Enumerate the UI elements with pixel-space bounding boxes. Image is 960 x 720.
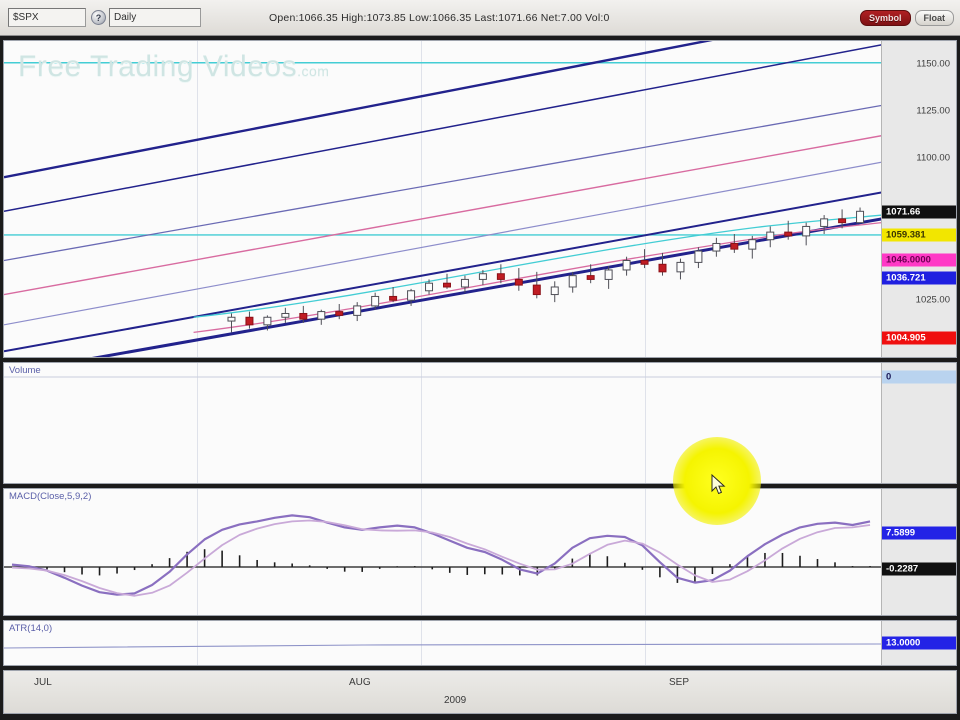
toolbar: $SPX ? Daily Open:1066.35 High:1073.85 L… xyxy=(0,0,960,36)
time-tick: SEP xyxy=(669,677,690,688)
gridline xyxy=(421,489,423,615)
macd-hist-box: -0.2287 xyxy=(882,562,956,576)
gridline xyxy=(644,363,646,483)
gridline xyxy=(644,621,646,665)
symbol-button[interactable]: Symbol xyxy=(859,9,911,26)
volume-plot[interactable]: Volume xyxy=(4,363,882,483)
last-price-box: 1071.66 xyxy=(882,205,956,219)
time-tick: JUL xyxy=(34,677,52,688)
gridline xyxy=(197,621,199,665)
macd-line-box: 7.5899 xyxy=(882,526,956,540)
macd-panel[interactable]: MACD(Close,5,9,2) 7.5899 -0.2287 xyxy=(3,488,957,616)
period-select[interactable]: Daily xyxy=(109,8,201,27)
price-scale[interactable]: 1150.00 1125.00 1100.00 1025.00 1071.66 1059.… xyxy=(881,41,956,357)
price-tick: 1150.00 xyxy=(916,58,950,70)
gridline xyxy=(197,41,199,357)
atr-panel-label: ATR(14,0) xyxy=(9,623,53,634)
gridline xyxy=(421,41,423,357)
question-circle-icon[interactable]: ? xyxy=(91,10,106,25)
price-tick: 1125.00 xyxy=(916,105,950,117)
gridline xyxy=(644,489,646,615)
ma-red-box: 1004.905 xyxy=(882,331,956,345)
gridline xyxy=(421,363,423,483)
atr-value-box: 13.0000 xyxy=(882,636,956,650)
gridline xyxy=(197,363,199,483)
macd-plot[interactable]: MACD(Close,5,9,2) xyxy=(4,489,882,615)
volume-series xyxy=(4,376,882,378)
price-tick: 1100.00 xyxy=(916,152,950,164)
time-axis[interactable]: JUL AUG SEP 2009 xyxy=(3,670,957,714)
ma-yellow-box: 1059.381 xyxy=(882,228,956,242)
quote-stats: Open:1066.35 High:1073.85 Low:1066.35 La… xyxy=(269,11,610,24)
volume-scale[interactable]: 0 xyxy=(881,363,956,483)
gridline xyxy=(197,489,199,615)
ma-blue-box: 1036.721 xyxy=(882,271,956,285)
time-tick: AUG xyxy=(349,677,371,688)
float-button[interactable]: Float xyxy=(914,9,954,26)
atr-panel[interactable]: ATR(14,0) 13.0000 xyxy=(3,620,957,666)
gridline xyxy=(644,41,646,357)
gridline xyxy=(421,621,423,665)
price-panel[interactable]: 1150.00 1125.00 1100.00 1025.00 1071.66 1059.… xyxy=(3,40,957,358)
atr-scale[interactable]: 13.0000 xyxy=(881,621,956,665)
price-plot[interactable] xyxy=(4,41,882,357)
macd-scale[interactable]: 7.5899 -0.2287 xyxy=(881,489,956,615)
ma-magenta-box: 1046.0000 xyxy=(882,253,956,267)
volume-panel[interactable]: Volume 0 xyxy=(3,362,957,484)
symbol-input[interactable]: $SPX xyxy=(8,8,86,27)
price-tick: 1025.00 xyxy=(915,294,950,306)
macd-series xyxy=(4,514,882,597)
atr-plot[interactable]: ATR(14,0) xyxy=(4,621,882,665)
time-axis-year: 2009 xyxy=(444,695,467,706)
volume-panel-label: Volume xyxy=(9,365,41,376)
macd-panel-label: MACD(Close,5,9,2) xyxy=(9,491,92,502)
atr-series xyxy=(4,643,882,649)
price-series xyxy=(4,41,882,357)
volume-value-box: 0 xyxy=(882,370,956,384)
